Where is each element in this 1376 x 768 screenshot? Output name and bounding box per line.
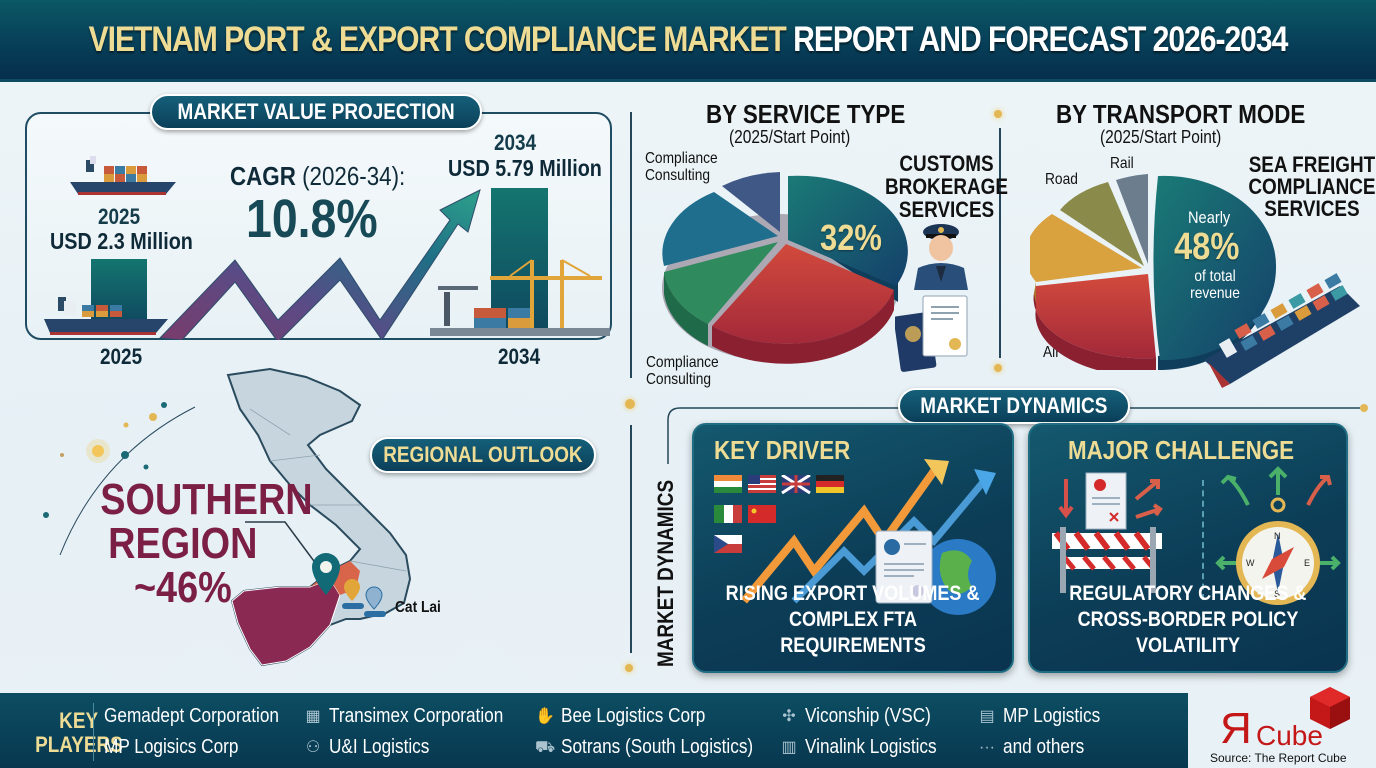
key-driver-text: RISING EXPORT VOLUMES & COMPLEX FTA REQU… [726, 582, 980, 657]
market-value-label: MARKET VALUE PROJECTION [150, 94, 482, 130]
player-item: Gemadept Corporation [104, 705, 279, 727]
logo-text: Cube [1256, 720, 1323, 751]
end-year: 2034 [494, 130, 537, 155]
player-item: ▤ MP Logistics [977, 705, 1116, 728]
divider-dot [994, 110, 1002, 118]
pie-label-rail: Rail [1110, 155, 1134, 172]
separator [1202, 480, 1204, 600]
cargo-ship-icon [44, 297, 168, 335]
decorative-arc [43, 402, 196, 555]
title-suffix: REPORT AND FORECAST 2026-2034 [793, 19, 1288, 59]
svg-text:S: S [1274, 589, 1280, 599]
player-item: ⛟ Sotrans (South Logistics) [535, 736, 754, 758]
player-item: ▥ Vinalink Logistics [779, 736, 958, 759]
ellipsis-icon: ··· [979, 738, 995, 756]
major-challenge-title: MAJOR CHALLENGE [1068, 435, 1295, 465]
divider [630, 112, 632, 378]
player-item: ▦ Transimex Corporation [303, 705, 532, 728]
end-value: USD 5.79 Million [448, 155, 602, 181]
key-players-bar: KEY PLAYERS Gemadept Corporation ▦ Transi… [0, 693, 1188, 768]
passport-documents-icon [895, 295, 968, 372]
hand-package-icon: ✋ [535, 707, 555, 725]
service-type-highlight-value: 32% [820, 217, 882, 258]
svg-text:E: E [1304, 558, 1310, 568]
start-value: USD 2.3 Million [50, 228, 193, 254]
page-title: VIETNAM PORT & EXPORT COMPLIANCE MARKET … [88, 19, 1289, 60]
transport-mode-title: BY TRANSPORT MODE [1056, 99, 1306, 129]
major-challenge-card: MAJOR CHALLENGE N S W E REGULATORY CHANG… [1028, 423, 1348, 673]
location-pin-icon [312, 553, 386, 617]
cargo-ship-icon [70, 156, 176, 195]
divider [93, 703, 94, 761]
network-icon: ✣ [782, 707, 796, 725]
title-highlight: VIETNAM PORT & EXPORT COMPLIANCE MARKET [88, 19, 787, 59]
service-type-title: BY SERVICE TYPE [706, 99, 906, 129]
region-name: SOUTHERN REGION ~46% [100, 475, 313, 612]
pie-label-compliance-consulting: Compliance Consulting [646, 354, 719, 388]
port-crane-icon [430, 259, 610, 336]
divider-dot [994, 364, 1002, 372]
cube-icon [1310, 687, 1350, 729]
divider [999, 128, 1001, 358]
market-dynamics-label: MARKET DYNAMICS [898, 388, 1130, 424]
axis-end-label: 2034 [498, 344, 541, 369]
callout-line [245, 521, 326, 577]
player-item: ✣ Viconship (VSC) [779, 705, 951, 728]
port-label-cat-lai: Cat Lai [395, 599, 441, 616]
bar-2034 [491, 188, 548, 328]
source-caption: Source: The Report Cube [1210, 751, 1347, 765]
transport-mode-subtitle: (2025/Start Point) [1100, 127, 1222, 147]
service-type-highlight-label: CUSTOMS BROKERAGE SERVICES [885, 151, 1009, 222]
axis-start-label: 2025 [100, 344, 143, 369]
building-icon: ▥ [781, 738, 797, 756]
divider [630, 425, 632, 653]
transport-highlight-label: SEA FREIGHT COMPLIANCE SERVICES [1248, 152, 1376, 221]
divider-dot [625, 664, 633, 672]
key-driver-title: KEY DRIVER [714, 435, 851, 465]
person-box-icon: ⚇ [305, 738, 321, 756]
logo-r: Я [1220, 704, 1252, 753]
service-type-pie [662, 172, 908, 364]
warehouse-icon: ▦ [305, 707, 321, 725]
truck-icon: ⛟ [535, 738, 556, 756]
container-ship-icon [1204, 273, 1360, 388]
svg-text:W: W [1246, 558, 1255, 568]
major-challenge-text: REGULATORY CHANGES & CROSS-BORDER POLICY… [1069, 582, 1307, 657]
key-driver-card: KEY DRIVER RISING EXPORT VOLUMES & COMPL… [692, 423, 1014, 673]
transport-highlight-suffix: of total revenue [1190, 268, 1240, 302]
player-item: ✋ Bee Logistics Corp [535, 705, 706, 727]
source-logo: Я Cube Source: The Report Cube [1190, 687, 1376, 768]
divider-dot [625, 399, 635, 409]
dynamics-bracket [667, 404, 1368, 464]
compass-icon: N S W E [1215, 466, 1341, 605]
key-players-label: KEY PLAYERS [35, 708, 123, 757]
transport-highlight-prefix: Nearly [1188, 208, 1231, 227]
transport-mode-pie [1030, 174, 1277, 370]
transport-highlight-value: 48% [1174, 226, 1240, 268]
pie-label-compliance-consulting: Compliance Consulting [645, 150, 718, 184]
roadblock-document-icon [1052, 472, 1163, 593]
header-banner: VIETNAM PORT & EXPORT COMPLIANCE MARKET … [0, 0, 1376, 82]
country-flags-icon [714, 475, 844, 553]
growth-arrow [158, 189, 481, 340]
service-type-subtitle: (2025/Start Point) [729, 127, 851, 147]
player-item: ··· and others [979, 736, 1085, 758]
customs-officer-icon [914, 224, 968, 290]
regional-outlook-label: REGIONAL OUTLOOK [370, 437, 596, 473]
start-year: 2025 [98, 204, 141, 229]
fta-document-globe-icon [875, 530, 996, 615]
pie-label-road: Road [1045, 171, 1078, 188]
compass-n: N [1274, 531, 1281, 541]
market-dynamics-side-label: MARKET DYNAMICS [653, 479, 678, 667]
player-item: ⚇ U&I Logistics [303, 736, 446, 759]
cagr-label: CAGR (2026-34): [230, 161, 406, 191]
factory-icon: ▤ [979, 707, 995, 725]
vietnam-map [226, 367, 412, 667]
cagr-value: 10.8% [246, 189, 378, 249]
player-item: MP Logisics Corp [104, 736, 239, 758]
